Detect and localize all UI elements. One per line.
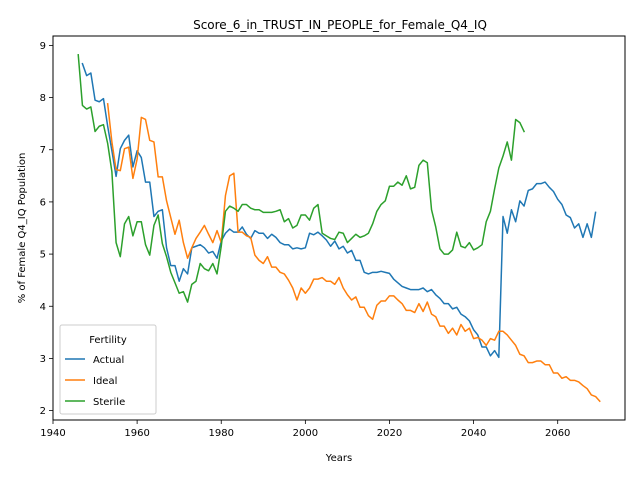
x-tick-label: 1960 <box>124 428 149 439</box>
series-line-actual <box>81 62 597 359</box>
y-tick-label: 8 <box>40 93 46 104</box>
y-tick-label: 5 <box>40 250 46 261</box>
legend-item-sterile: Sterile <box>65 397 125 408</box>
legend-items: Actual Ideal Sterile <box>65 355 125 408</box>
y-axis-title: % of Female Q4_IQ Population <box>17 153 28 304</box>
plot-frame <box>52 35 626 421</box>
x-tick-label: 2040 <box>461 428 486 439</box>
legend-label: Sterile <box>93 397 125 408</box>
legend-item-actual: Actual <box>65 355 124 366</box>
legend-label: Actual <box>93 355 124 366</box>
x-axis: 1940 1960 1980 2000 2020 2040 2060 <box>40 420 570 439</box>
y-tick-label: 9 <box>40 41 46 52</box>
y-tick-label: 4 <box>40 302 46 313</box>
legend-box <box>59 324 157 415</box>
legend: Fertility Actual Ideal Sterile <box>59 324 157 415</box>
chart-title: Score_6_in_TRUST_IN_PEOPLE_for_Female_Q4… <box>193 18 487 32</box>
series-line-sterile <box>77 53 526 303</box>
legend-label: Ideal <box>93 376 117 387</box>
y-tick-label: 6 <box>40 197 46 208</box>
x-tick-label: 2060 <box>545 428 570 439</box>
y-tick-label: 2 <box>40 406 46 417</box>
series-layer <box>77 53 601 403</box>
y-axis: 2 3 4 5 6 7 8 9 <box>40 41 53 417</box>
x-tick-label: 1940 <box>40 428 65 439</box>
x-tick-label: 2020 <box>377 428 402 439</box>
x-tick-label: 2000 <box>293 428 318 439</box>
legend-item-ideal: Ideal <box>65 376 117 387</box>
plot-area <box>52 35 626 421</box>
x-tick-label: 1980 <box>209 428 234 439</box>
legend-title: Fertility <box>89 335 127 346</box>
series-line-ideal <box>106 103 601 403</box>
x-axis-title: Years <box>325 453 352 464</box>
y-tick-label: 3 <box>40 354 46 365</box>
y-tick-label: 7 <box>40 145 46 156</box>
